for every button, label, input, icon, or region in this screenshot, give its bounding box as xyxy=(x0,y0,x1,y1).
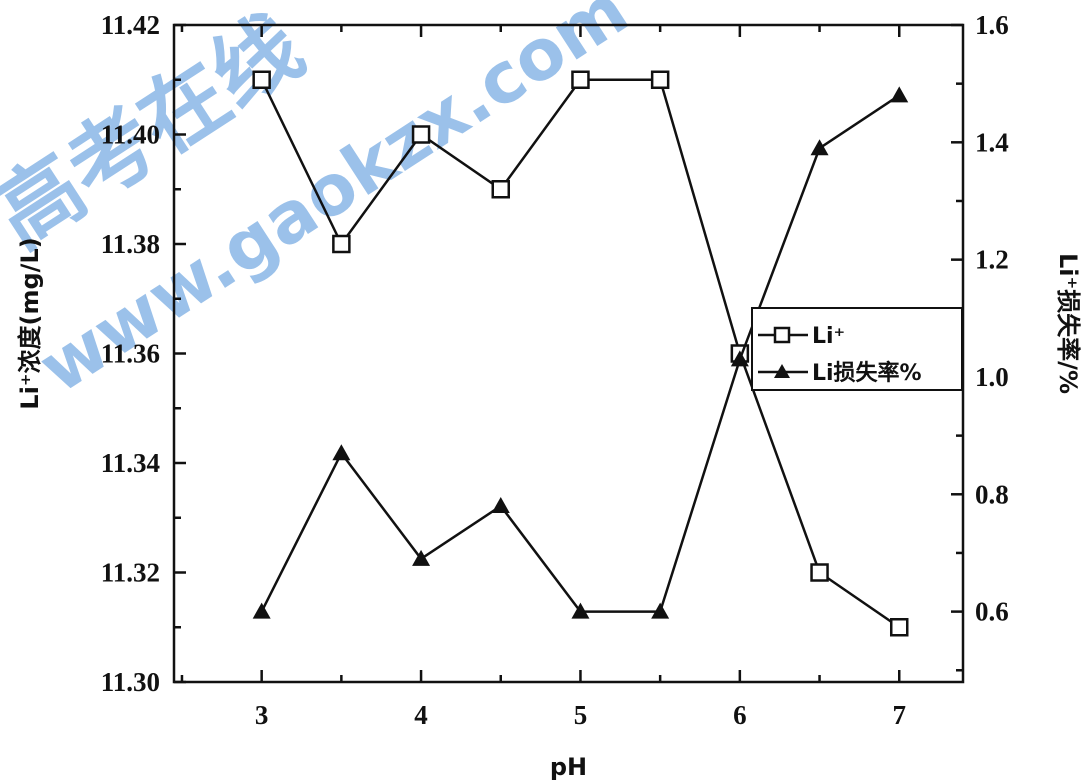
data-point-square xyxy=(411,125,431,144)
y-tick-label: 11.40 xyxy=(101,120,160,150)
y-tick-label: 11.42 xyxy=(101,10,160,40)
y-axis-left: 11.30 11.32 11.34 11.36 11.38 11.40 11.42 xyxy=(101,10,186,697)
legend-label: Li⁺ xyxy=(812,324,845,349)
x-tick-label: 7 xyxy=(892,700,906,730)
x-tick-label: 4 xyxy=(414,700,428,730)
y-tick-label: 11.36 xyxy=(101,339,160,369)
data-point-triangle xyxy=(491,497,510,514)
data-point-square xyxy=(650,70,670,89)
y-axis-right: 0.6 0.8 1.0 1.2 1.4 1.6 xyxy=(951,10,1009,672)
data-point-triangle xyxy=(412,549,431,566)
x-tick-label: 5 xyxy=(574,700,588,730)
legend-label: Li损失率% xyxy=(812,360,922,386)
y2-tick-label: 0.8 xyxy=(975,479,1009,509)
data-point-triangle xyxy=(730,350,749,367)
data-point-square xyxy=(252,70,271,89)
data-point-square xyxy=(810,563,829,582)
data-point-triangle xyxy=(571,602,590,619)
y2-tick-label: 1.2 xyxy=(975,245,1009,275)
x-tick-label: 6 xyxy=(733,700,747,730)
y2-tick-label: 1.4 xyxy=(975,127,1009,157)
x-axis: 3 4 5 6 7 xyxy=(180,25,906,730)
data-point-square xyxy=(571,70,590,89)
legend: Li⁺ Li损失率% xyxy=(751,307,963,391)
y-tick-label: 11.32 xyxy=(101,558,160,588)
y2-axis-label: Li⁺损失率/% xyxy=(1054,253,1082,394)
data-point-triangle xyxy=(332,444,351,461)
legend-marker-triangle xyxy=(774,364,790,378)
data-point-square xyxy=(491,180,511,199)
data-point-square xyxy=(332,234,351,254)
data-point-triangle xyxy=(810,139,829,156)
y2-tick-label: 0.6 xyxy=(975,597,1009,627)
y2-tick-label: 1.6 xyxy=(975,10,1009,40)
x-tick-label: 3 xyxy=(255,700,269,730)
y2-tick-label: 1.0 xyxy=(975,362,1009,392)
data-point-triangle xyxy=(651,602,670,619)
y-tick-label: 11.38 xyxy=(101,229,160,259)
x-axis-label: pH xyxy=(550,753,587,781)
y-tick-label: 11.30 xyxy=(101,667,160,697)
series xyxy=(252,70,909,637)
data-point-square xyxy=(889,618,909,637)
y-axis-label: Li⁺浓度(mg/L) xyxy=(16,237,44,409)
data-point-triangle xyxy=(890,86,909,103)
y-tick-label: 11.34 xyxy=(101,448,160,478)
data-point-triangle xyxy=(252,602,271,619)
legend-marker-square xyxy=(773,326,791,344)
